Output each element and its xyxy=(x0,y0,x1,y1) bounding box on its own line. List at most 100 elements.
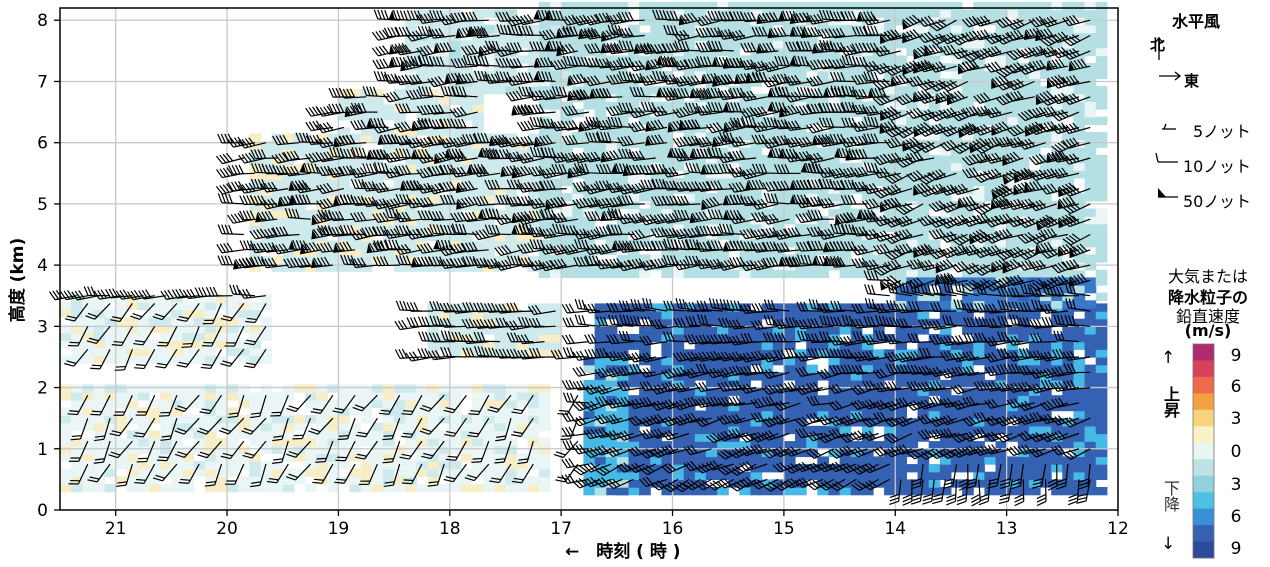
velocity-cell xyxy=(828,395,841,404)
velocity-cell xyxy=(550,55,562,64)
velocity-cell xyxy=(550,254,562,263)
wind-barb xyxy=(315,440,334,463)
velocity-cell xyxy=(639,441,651,450)
velocity-cell xyxy=(550,341,562,350)
velocity-cell xyxy=(71,347,83,357)
velocity-cell xyxy=(672,326,685,335)
velocity-cell xyxy=(516,453,529,462)
velocity-cell xyxy=(505,407,518,416)
velocity-cell xyxy=(906,139,919,148)
velocity-cell xyxy=(884,193,896,202)
velocity-cell xyxy=(483,70,495,80)
velocity-cell xyxy=(394,248,406,257)
velocity-cell xyxy=(538,208,551,217)
velocity-cell xyxy=(260,461,273,470)
velocity-cell xyxy=(750,425,763,435)
velocity-cell xyxy=(1051,311,1063,320)
velocity-cell xyxy=(527,453,540,462)
velocity-cell xyxy=(260,332,273,341)
velocity-cell xyxy=(761,132,774,141)
velocity-cell xyxy=(460,135,473,144)
velocity-cell xyxy=(717,109,729,118)
velocity-cell xyxy=(1017,425,1030,435)
velocity-cell xyxy=(1040,1,1052,11)
velocity-cell xyxy=(60,332,72,341)
velocity-cell xyxy=(282,392,295,401)
velocity-cell xyxy=(483,202,495,211)
velocity-cell xyxy=(728,410,740,419)
velocity-cell xyxy=(884,262,896,271)
velocity-cell xyxy=(93,415,106,424)
velocity-cell xyxy=(427,194,440,203)
velocity-cell xyxy=(650,387,662,396)
velocity-cell xyxy=(193,324,206,334)
velocity-cell xyxy=(984,170,997,179)
velocity-cell xyxy=(260,324,273,334)
wind-barb xyxy=(417,316,445,327)
velocity-cell xyxy=(1028,425,1041,435)
velocity-cell xyxy=(193,445,206,454)
velocity-cell xyxy=(616,341,629,350)
velocity-cell xyxy=(305,148,317,158)
velocity-cell xyxy=(906,231,919,240)
velocity-cell xyxy=(249,453,261,462)
velocity-cell xyxy=(438,17,451,26)
velocity-cell xyxy=(1017,162,1030,171)
velocity-cell xyxy=(973,387,985,396)
velocity-cell xyxy=(661,303,674,312)
velocity-cell xyxy=(1040,387,1052,396)
velocity-cell xyxy=(995,448,1008,458)
velocity-cell xyxy=(572,223,584,233)
velocity-cell xyxy=(1040,24,1052,34)
velocity-cell xyxy=(405,461,417,470)
velocity-cell xyxy=(928,364,941,373)
velocity-cell xyxy=(795,349,807,358)
velocity-cell xyxy=(349,399,362,409)
velocity-cell xyxy=(349,484,362,493)
velocity-cell xyxy=(884,93,896,102)
velocity-cell xyxy=(394,233,406,242)
velocity-cell xyxy=(984,9,997,18)
wind-barb xyxy=(70,418,89,441)
velocity-cell xyxy=(583,193,596,202)
velocity-cell xyxy=(60,392,72,401)
velocity-cell xyxy=(60,438,72,447)
velocity-cell xyxy=(995,109,1008,118)
velocity-cell xyxy=(1095,402,1108,412)
velocity-cell xyxy=(839,24,852,34)
velocity-cell xyxy=(984,326,997,335)
velocity-cell xyxy=(917,487,930,496)
velocity-cell xyxy=(884,311,896,320)
velocity-cell xyxy=(906,216,919,225)
velocity-cell xyxy=(850,318,863,327)
velocity-cell xyxy=(650,216,662,225)
velocity-cell xyxy=(717,124,729,133)
velocity-cell xyxy=(895,433,907,442)
wind-barb xyxy=(217,224,244,236)
velocity-cell xyxy=(795,395,807,404)
velocity-cell xyxy=(416,468,429,477)
velocity-cell xyxy=(204,415,217,424)
velocity-cell xyxy=(1006,425,1019,435)
velocity-cell xyxy=(182,422,195,432)
velocity-cell xyxy=(104,355,117,364)
velocity-cell xyxy=(795,93,807,102)
velocity-cell xyxy=(895,364,907,373)
velocity-cell xyxy=(1051,425,1063,435)
velocity-cell xyxy=(472,148,484,158)
velocity-cell xyxy=(639,303,651,312)
velocity-cell xyxy=(538,216,551,225)
wind-barb xyxy=(250,149,278,160)
velocity-cell xyxy=(93,340,106,349)
velocity-cell xyxy=(126,415,139,424)
velocity-cell xyxy=(928,132,941,141)
velocity-cell xyxy=(1062,254,1074,263)
velocity-cell xyxy=(616,1,629,11)
velocity-cell xyxy=(928,86,941,95)
velocity-cell xyxy=(1095,379,1108,389)
velocity-cell xyxy=(739,349,751,358)
velocity-cell xyxy=(928,471,941,480)
velocity-cell xyxy=(483,225,495,234)
velocity-cell xyxy=(717,47,729,57)
velocity-cell xyxy=(616,471,629,480)
